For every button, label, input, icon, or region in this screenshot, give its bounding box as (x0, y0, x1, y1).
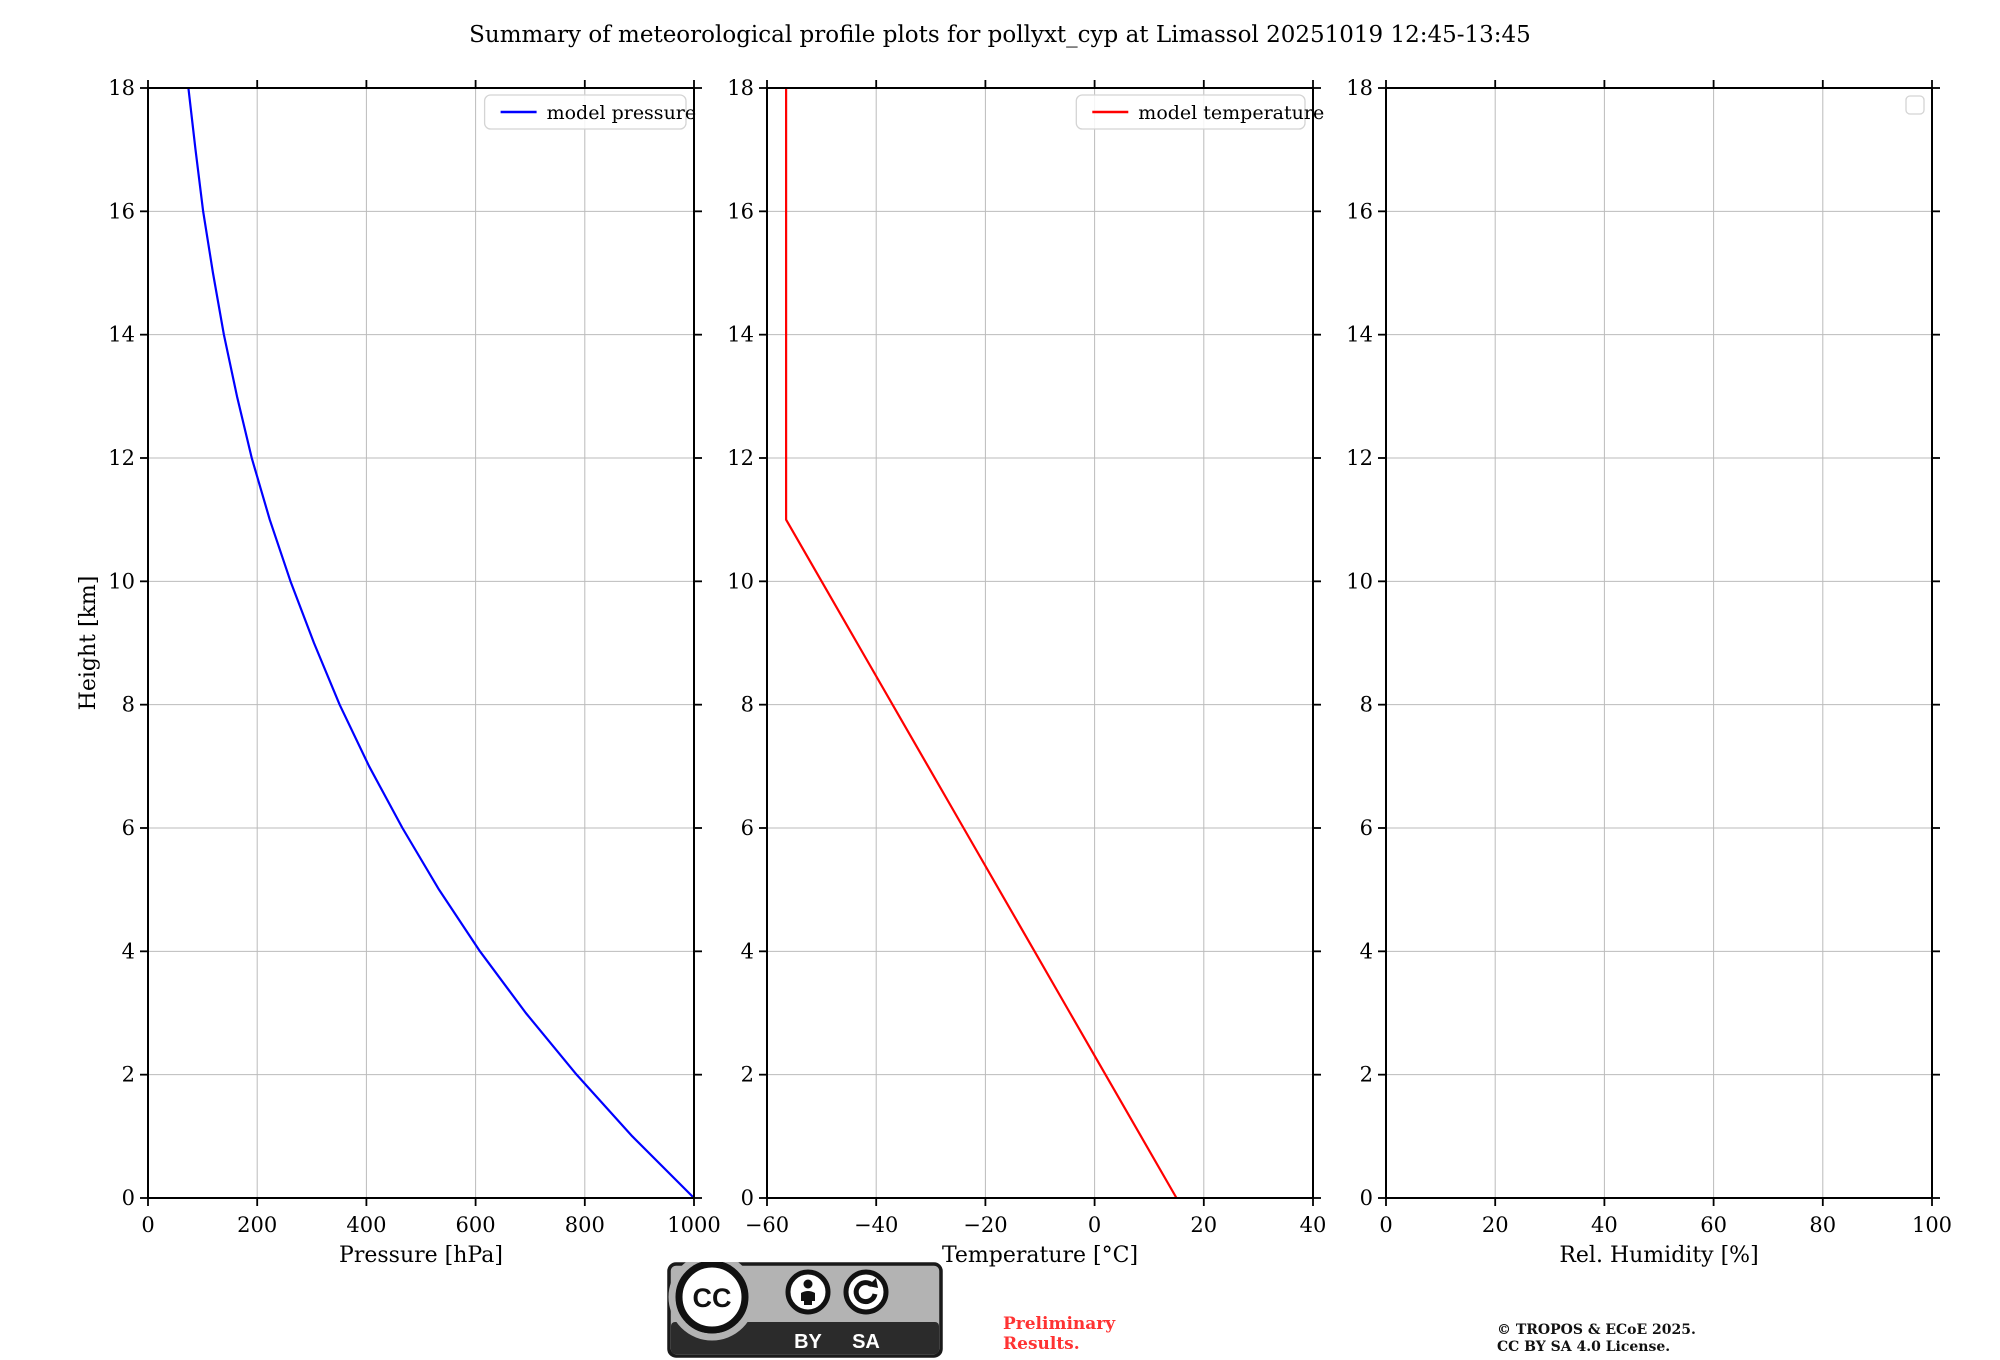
cc-logo-text: CC (693, 1283, 732, 1313)
copyright-note: © TROPOS & ECoE 2025. CC BY SA 4.0 Licen… (1497, 1322, 1696, 1356)
x-tick-label: 80 (1809, 1213, 1836, 1237)
y-tick-label: 4 (1360, 939, 1373, 963)
y-tick-label: 8 (122, 693, 135, 717)
sa-icon-circle (843, 1269, 889, 1315)
legend-box (1075, 94, 1306, 130)
pressure-plot: 0 200 400 600 800 1000 0 2 4 6 8 10 12 14 16 18 Pressure… (76, 76, 721, 1268)
y-tick-label: 10 (108, 569, 135, 593)
copyright-line-1: © TROPOS & ECoE 2025. (1497, 1322, 1696, 1338)
y-axis-label: Height [km] (76, 576, 101, 711)
y-tick-label: 0 (1360, 1186, 1373, 1210)
y-tick-label: 12 (1346, 446, 1373, 470)
y-tick-label: 12 (108, 446, 135, 470)
cc-logo-halo (668, 1262, 756, 1341)
figure-title: Summary of meteorological profile plots … (469, 22, 1531, 48)
y-tick-label: 0 (122, 1186, 135, 1210)
y-tick-label: 4 (122, 939, 135, 963)
y-tick-label: 16 (727, 199, 754, 223)
x-tick-label: 40 (1300, 1213, 1327, 1237)
cc-logo-circle (675, 1262, 749, 1334)
x-axis-label: Rel. Humidity [%] (1559, 1243, 1758, 1268)
axes-frame (147, 87, 695, 1199)
x-tick-label: 0 (1379, 1213, 1392, 1237)
y-tick-label: 10 (727, 569, 754, 593)
person-icon-head (803, 1279, 813, 1289)
y-tick-label: 16 (1346, 199, 1373, 223)
y-tick-label: 18 (727, 76, 754, 100)
y-tick-label: 4 (741, 939, 754, 963)
x-tick-label: 100 (1912, 1213, 1952, 1237)
y-tick-label: 18 (1346, 76, 1373, 100)
x-tick-label: 800 (565, 1213, 605, 1237)
x-tick-label: 1000 (667, 1213, 720, 1237)
copyright-line-2: CC BY SA 4.0 License. (1497, 1339, 1671, 1355)
x-tick-label: −40 (854, 1213, 898, 1237)
model-temperature-line (785, 88, 1178, 1199)
x-axis-label: Temperature [°C] (942, 1243, 1138, 1268)
x-tick-label: 400 (346, 1213, 386, 1237)
sa-arrow-icon (853, 1280, 878, 1305)
y-tick-label: 6 (1360, 816, 1373, 840)
y-tick-label: 6 (741, 816, 754, 840)
y-tick-label: 8 (741, 693, 754, 717)
x-tick-label: 0 (1088, 1213, 1101, 1237)
x-tick-label: −20 (963, 1213, 1007, 1237)
preliminary-results-note: Preliminary Results. (1003, 1314, 1115, 1354)
rel-humidity-plot: 0 20 40 60 80 100 0 2 4 6 8 10 12 14 16 18 Rel. Humidity… (1346, 76, 1952, 1268)
axes-frame (766, 87, 1314, 1199)
y-tick-label: 2 (741, 1063, 754, 1087)
by-label: BY (794, 1331, 822, 1353)
y-tick-label: 10 (1346, 569, 1373, 593)
x-tick-label: 20 (1482, 1213, 1509, 1237)
y-tick-label: 14 (1346, 323, 1373, 347)
y-tick-label: 2 (122, 1063, 135, 1087)
legend-label: model pressure (547, 102, 697, 124)
y-tick-label: 12 (727, 446, 754, 470)
x-axis-label: Pressure [hPa] (339, 1243, 503, 1268)
y-tick-label: 6 (122, 816, 135, 840)
y-tick-label: 14 (727, 323, 754, 347)
y-tick-label: 8 (1360, 693, 1373, 717)
temperature-plot: −60 −40 −20 0 20 40 0 2 4 6 8 10 12 14 16 18 Temperature… (727, 76, 1326, 1268)
x-tick-label: 600 (456, 1213, 496, 1237)
preliminary-line-2: Results. (1003, 1334, 1080, 1354)
sa-arrow-head (868, 1278, 878, 1288)
person-icon-body (801, 1291, 815, 1305)
y-tick-label: 14 (108, 323, 135, 347)
y-tick-label: 0 (741, 1186, 754, 1210)
y-tick-label: 2 (1360, 1063, 1373, 1087)
axes-frame (1385, 87, 1933, 1199)
x-tick-label: 20 (1190, 1213, 1217, 1237)
x-tick-label: 40 (1591, 1213, 1618, 1237)
legend-label: model temperature (1138, 102, 1324, 124)
x-tick-label: −60 (745, 1213, 789, 1237)
profile-figure: 0 200 400 600 800 1000 0 2 4 6 8 10 12 14 16 18 Pressure… (76, 76, 1952, 1268)
y-tick-label: 18 (108, 76, 135, 100)
preliminary-line-1: Preliminary (1003, 1314, 1116, 1334)
x-tick-label: 0 (141, 1213, 154, 1237)
y-tick-label: 16 (108, 199, 135, 223)
model-pressure-line (187, 87, 695, 1199)
figure-canvas: 0 200 400 600 800 1000024681012141618Pressure… (76, 76, 1952, 1268)
sa-label: SA (852, 1331, 880, 1353)
legend-box (483, 94, 687, 130)
empty-legend-box (1905, 95, 1925, 115)
cc-by-sa-badge: CC BY SA (667, 1262, 943, 1358)
x-tick-label: 60 (1700, 1213, 1727, 1237)
x-tick-label: 200 (237, 1213, 277, 1237)
